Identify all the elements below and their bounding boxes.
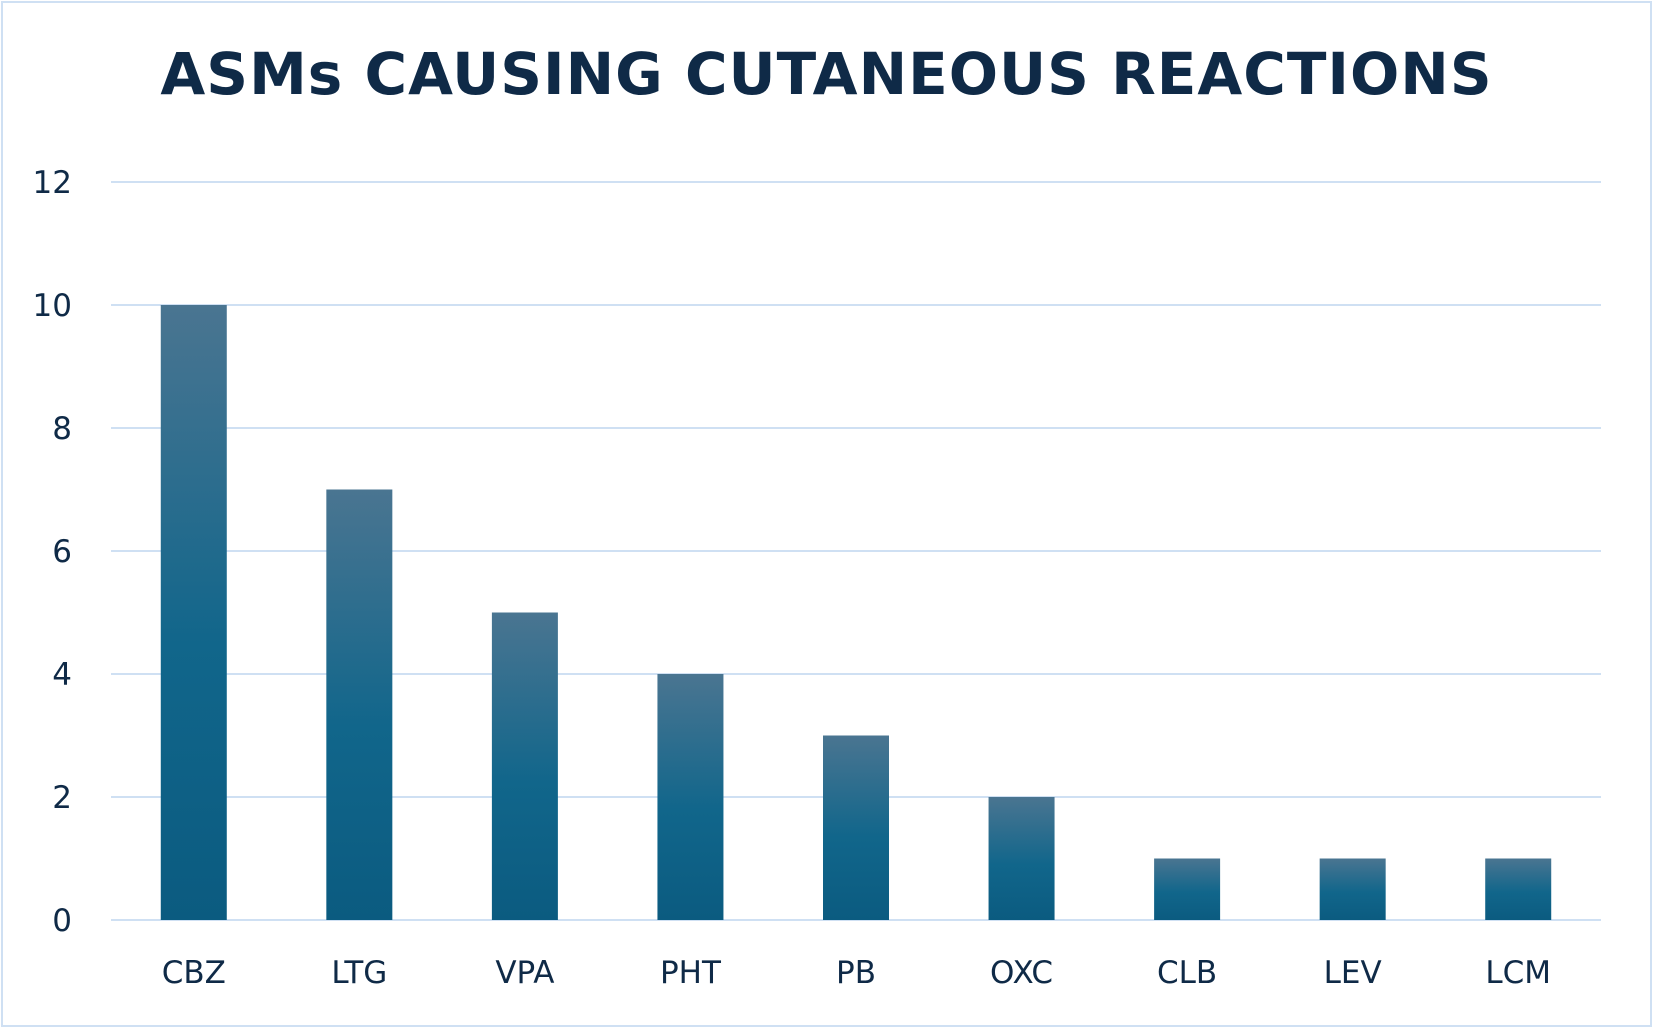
y-tick-label: 12 [33,165,72,201]
y-tick-label: 2 [52,780,72,816]
y-tick-label: 6 [52,534,72,570]
bar-pb [823,735,889,920]
y-tick-label: 10 [33,288,72,324]
bar-lev [1319,858,1386,920]
x-tick-label: PHT [660,955,722,991]
bar-vpa [491,612,558,920]
x-tick-label: LTG [331,955,387,991]
x-tick-label: CLB [1157,955,1217,991]
x-tick-label: PB [836,955,876,991]
bar-pht [657,674,724,920]
bar-oxc [988,797,1055,920]
bar-lcm [1485,858,1552,920]
bar-clb [1154,858,1221,920]
y-tick-label: 0 [52,903,72,939]
x-tick-label: LCM [1485,955,1551,991]
x-tick-label: OXC [990,955,1053,991]
x-tick-label: LEV [1324,955,1382,991]
chart-title: ASMs CAUSING CUTANEOUS REACTIONS [160,40,1493,108]
bar-cbz [160,305,227,920]
y-tick-label: 4 [52,657,72,693]
y-tick-label: 8 [52,411,72,447]
bar-ltg [326,489,393,920]
x-tick-label: VPA [495,955,554,991]
x-tick-label: CBZ [162,955,226,991]
